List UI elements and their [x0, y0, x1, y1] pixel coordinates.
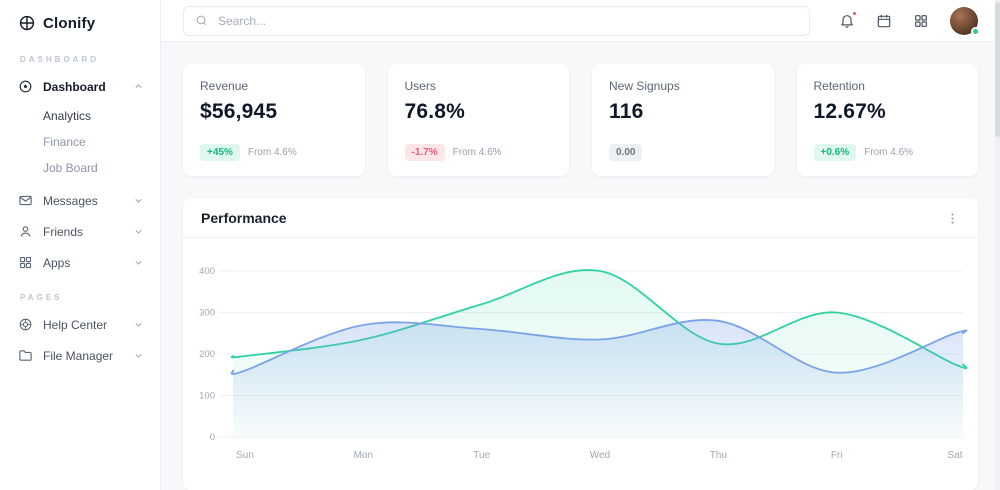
- sidebar-item-apps[interactable]: Apps: [0, 247, 160, 278]
- svg-text:Sat: Sat: [947, 450, 962, 461]
- stat-title: New Signups: [609, 79, 680, 93]
- svg-text:0: 0: [210, 432, 215, 443]
- stat-title: Retention: [813, 79, 865, 93]
- performance-chart: 0 100 200 300 400 Sun Mon Tue Wed Thu Fri Sat: [199, 266, 968, 461]
- user-avatar[interactable]: [950, 6, 980, 36]
- apps-launcher-button[interactable]: [913, 13, 929, 29]
- stat-card-users: Users 76.8% -1.7% From 4.6%: [387, 64, 569, 176]
- topbar: [161, 0, 1000, 42]
- sidebar-item-friends[interactable]: Friends: [0, 216, 160, 247]
- friends-icon: [18, 224, 33, 239]
- main-content: Revenue $56,945 +45% From 4.6% Users 76.…: [161, 0, 1000, 490]
- section-label-pages: PAGES: [20, 293, 63, 302]
- calendar-button[interactable]: [876, 13, 892, 29]
- sidebar-item-label: Friends: [43, 224, 84, 239]
- stat-card-new-signups: New Signups 116 0.00: [592, 64, 774, 176]
- sidebar-item-label: Help Center: [43, 317, 108, 332]
- sidebar-item-label: File Manager: [43, 348, 114, 363]
- search-input[interactable]: [216, 12, 798, 29]
- kebab-menu-icon[interactable]: [945, 211, 960, 226]
- stat-note: From 4.6%: [452, 147, 502, 158]
- sidebar-item-label: Messages: [43, 193, 98, 208]
- sidebar-item-label: Apps: [43, 255, 71, 270]
- brand-logo[interactable]: Clonify: [0, 0, 160, 40]
- chevron-down-icon: [133, 226, 144, 237]
- stat-card-revenue: Revenue $56,945 +45% From 4.6%: [183, 64, 365, 176]
- sidebar-item-help-center[interactable]: Help Center: [0, 309, 160, 340]
- trend-badge: 0.00: [609, 144, 643, 161]
- page-scrollbar[interactable]: [995, 0, 1000, 490]
- chevron-down-icon: [133, 350, 144, 361]
- sidebar-subitem-job-board[interactable]: Job Board: [43, 161, 98, 175]
- stat-title: Users: [404, 79, 436, 93]
- logo-icon: [18, 14, 36, 32]
- performance-title: Performance: [201, 210, 287, 226]
- apps-grid-icon: [18, 255, 33, 270]
- chevron-down-icon: [133, 195, 144, 206]
- sidebar: Clonify DASHBOARD Dashboard Analytics Fi…: [0, 0, 161, 490]
- svg-text:100: 100: [199, 391, 215, 402]
- scrollbar-thumb[interactable]: [995, 2, 1000, 137]
- messages-icon: [18, 193, 33, 208]
- sidebar-item-dashboard[interactable]: Dashboard: [0, 71, 160, 102]
- sidebar-item-file-manager[interactable]: File Manager: [0, 340, 160, 371]
- svg-text:Fri: Fri: [831, 450, 843, 461]
- svg-text:Thu: Thu: [710, 450, 727, 461]
- trend-badge: +45%: [200, 144, 240, 161]
- search-icon: [195, 14, 208, 27]
- stat-value: 12.67%: [813, 100, 886, 123]
- sidebar-item-messages[interactable]: Messages: [0, 185, 160, 216]
- trend-badge: -1.7%: [404, 144, 445, 161]
- sidebar-subitem-analytics[interactable]: Analytics: [43, 109, 92, 123]
- section-label-dashboard: DASHBOARD: [20, 55, 99, 64]
- brand-name: Clonify: [43, 14, 96, 32]
- sidebar-subitem-finance[interactable]: Finance: [43, 135, 86, 149]
- svg-text:400: 400: [199, 266, 215, 277]
- search-box[interactable]: [183, 5, 810, 36]
- stat-title: Revenue: [200, 79, 249, 93]
- stat-value: 116: [609, 100, 644, 123]
- chevron-down-icon: [133, 319, 144, 330]
- svg-text:300: 300: [199, 308, 215, 319]
- stats-row: Revenue $56,945 +45% From 4.6% Users 76.…: [161, 42, 1000, 176]
- performance-card: Performance 0 100 200 300 400 Sun Mon Tue Wed Thu…: [183, 198, 978, 490]
- notifications-button[interactable]: [839, 10, 857, 29]
- svg-text:Tue: Tue: [473, 450, 490, 461]
- stat-value: 76.8%: [404, 100, 466, 123]
- sidebar-item-label: Dashboard: [43, 79, 106, 94]
- online-status-dot: [971, 26, 980, 36]
- stat-note: From 4.6%: [247, 147, 297, 158]
- help-center-icon: [18, 317, 33, 332]
- svg-text:Mon: Mon: [354, 450, 373, 461]
- topbar-actions: [839, 6, 980, 36]
- stat-value: $56,945: [200, 100, 278, 123]
- performance-header: Performance: [183, 198, 978, 238]
- stat-card-retention: Retention 12.67% +0.6% From 4.6%: [796, 64, 978, 176]
- chevron-down-icon: [133, 257, 144, 268]
- chevron-up-icon: [133, 81, 144, 92]
- notification-dot: [852, 10, 857, 16]
- trend-badge: +0.6%: [813, 144, 857, 161]
- dashboard-icon: [18, 79, 33, 94]
- svg-text:Wed: Wed: [590, 450, 610, 461]
- dashboard-submenu: Analytics Finance Job Board: [0, 102, 160, 185]
- folder-icon: [18, 348, 33, 363]
- stat-note: From 4.6%: [864, 147, 914, 158]
- svg-text:Sun: Sun: [236, 450, 254, 461]
- svg-text:200: 200: [199, 349, 215, 360]
